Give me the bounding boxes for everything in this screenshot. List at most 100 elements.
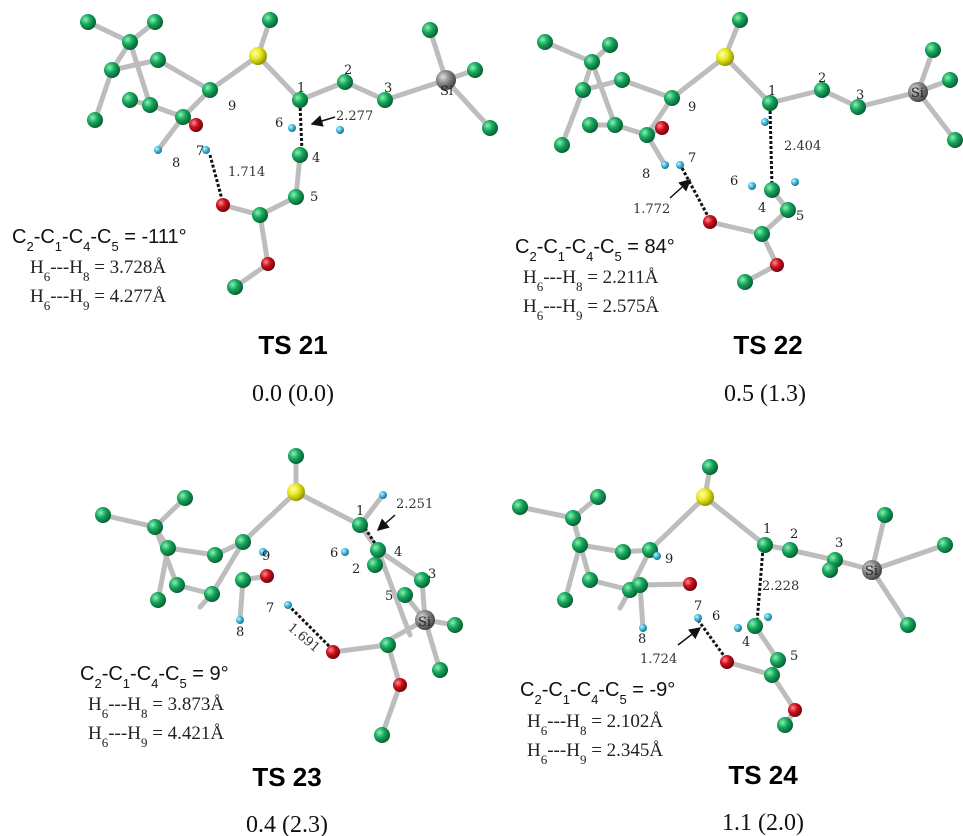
hydrogen-atom xyxy=(653,552,661,560)
atom-label-4: 4 xyxy=(758,201,766,216)
carbon-atom xyxy=(757,537,773,553)
carbon-atom xyxy=(582,117,598,133)
forming-bond-length: 2.404 xyxy=(784,139,821,154)
dashed-bonds xyxy=(208,102,304,204)
hydrogen-atom xyxy=(379,491,387,499)
carbon-atom xyxy=(432,662,448,678)
carbon-atom xyxy=(747,618,763,634)
carbon-atom xyxy=(764,667,780,683)
carbon-atom xyxy=(422,22,438,38)
carbon-atom xyxy=(764,182,780,198)
ts-title: TS 22 xyxy=(733,330,802,360)
carbon-atom xyxy=(204,586,220,602)
atom-label-7: 7 xyxy=(266,601,274,616)
atom-label-9: 9 xyxy=(665,552,673,567)
silicon-atom xyxy=(415,610,435,630)
carbon-atom xyxy=(377,92,393,108)
carbon-atom xyxy=(147,519,163,535)
carbon-atom xyxy=(572,537,588,553)
atom-label-5: 5 xyxy=(385,589,393,604)
carbon-atom xyxy=(900,617,916,633)
bond-arrow xyxy=(376,514,396,531)
oxygen-atom xyxy=(326,645,340,659)
carbon-atom xyxy=(512,499,528,515)
oxygen-atom xyxy=(788,703,802,717)
hydrogen-atom xyxy=(764,613,772,621)
atom-label-7: 7 xyxy=(196,144,204,159)
carbon-atom xyxy=(397,587,413,603)
atom-label-4: 4 xyxy=(394,545,402,560)
atom-label-5: 5 xyxy=(796,209,804,224)
molecule-ts22: 1 2 3 4 5 6 7 8 9 Si 2.404 1.772 xyxy=(537,12,963,290)
carbon-atom xyxy=(227,279,243,295)
carbon-atom xyxy=(814,82,830,98)
atom-label-9: 9 xyxy=(688,100,696,115)
carbon-atom xyxy=(235,572,251,588)
hydrogen-atom xyxy=(639,624,647,632)
carbon-atom xyxy=(150,52,166,68)
panel-ts23: 1 2 3 4 5 6 7 8 9 Si 2.251 1.691 C2-C1-C… xyxy=(80,448,463,836)
oxygen-atom xyxy=(655,121,669,135)
oxygen-atom xyxy=(770,258,784,272)
silicon-atom xyxy=(862,560,882,580)
bond-arrow xyxy=(677,627,702,646)
h6-h9-distance: H6---H9 = 2.575Å xyxy=(523,296,659,323)
atoms xyxy=(80,12,498,295)
sulfur-atom xyxy=(716,48,734,66)
h6-h8-distance: H6---H8 = 3.873Å xyxy=(88,694,224,721)
hydrogen-atom xyxy=(734,624,742,632)
carbon-atom xyxy=(370,542,386,558)
carbon-atom xyxy=(292,147,308,163)
carbon-atom xyxy=(664,90,680,106)
carbon-atom xyxy=(942,72,958,88)
carbon-atom xyxy=(770,652,786,668)
hydrogen-atom xyxy=(694,614,702,622)
panel-ts24: 1 2 3 4 5 6 7 8 9 Si 2.228 1.724 C2-C1-C… xyxy=(512,459,953,836)
ts-title: TS 23 xyxy=(252,762,321,792)
carbon-atom xyxy=(575,82,591,98)
atom-label-4: 4 xyxy=(742,635,750,650)
carbon-atom xyxy=(380,637,396,653)
hydrogen-atom xyxy=(154,146,162,154)
carbon-atom xyxy=(762,95,778,111)
dihedral-label: C2-C1-C4-C5 = 9° xyxy=(80,663,229,691)
ts-title: TS 21 xyxy=(258,330,327,360)
carbon-atom xyxy=(337,74,353,90)
oxygen-atom xyxy=(189,118,203,132)
carbon-atom xyxy=(554,137,570,153)
hydrogen-atom xyxy=(661,161,669,169)
hydrogen-atom xyxy=(676,161,684,169)
carbon-atom xyxy=(565,510,581,526)
oxygen-atom xyxy=(393,678,407,692)
carbon-atom xyxy=(777,717,793,733)
atom-label-8: 8 xyxy=(172,156,180,171)
relative-energy: 1.1 (2.0) xyxy=(722,810,804,836)
carbon-atom xyxy=(607,117,623,133)
carbon-atom xyxy=(374,727,390,743)
relative-energy: 0.4 (2.3) xyxy=(246,812,328,836)
carbon-atom xyxy=(142,97,158,113)
carbon-atom xyxy=(252,207,268,223)
atom-label-4: 4 xyxy=(312,151,320,166)
carbon-atom xyxy=(639,127,655,143)
oxygen-atom xyxy=(683,577,697,591)
hydrogen-atom xyxy=(202,146,210,154)
atom-label-8: 8 xyxy=(642,167,650,182)
atom-label-6: 6 xyxy=(712,609,720,624)
hbond-length: 1.724 xyxy=(640,652,677,667)
hydrogen-atom xyxy=(336,126,344,134)
carbon-atom xyxy=(207,547,223,563)
carbon-atom xyxy=(87,112,103,128)
bond-arrow xyxy=(310,115,336,127)
si-label: Si xyxy=(865,564,878,579)
carbon-atom xyxy=(467,62,483,78)
atom-label-9: 9 xyxy=(262,549,270,564)
carbon-atom xyxy=(584,54,600,70)
carbon-atom xyxy=(877,507,893,523)
atom-label-9: 9 xyxy=(228,99,236,114)
dihedral-value: -111° xyxy=(142,226,187,248)
oxygen-atom xyxy=(703,215,717,229)
carbon-atom xyxy=(147,14,163,30)
silicon-atom xyxy=(908,82,928,102)
molecule-ts21: 1 2 3 4 5 6 7 8 9 Si 2.277 1.714 xyxy=(80,12,498,295)
